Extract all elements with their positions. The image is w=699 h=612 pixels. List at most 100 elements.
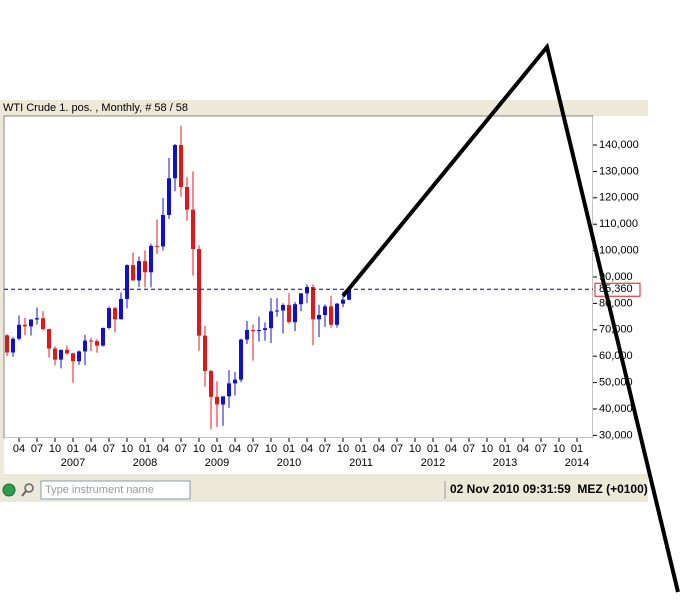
x-year-label: 2011 [349, 457, 373, 469]
candle-body [5, 335, 9, 353]
x-tick-label: 07 [247, 443, 259, 455]
candle-body [257, 330, 261, 332]
candle-body [185, 186, 189, 210]
x-tick-label: 04 [373, 443, 385, 455]
x-tick-label: 10 [265, 443, 277, 455]
y-tick-label: 110,000 [599, 218, 638, 230]
candle-body [101, 327, 105, 346]
candle-body [269, 311, 273, 329]
candle-body [347, 289, 351, 300]
x-tick-label: 04 [301, 443, 313, 455]
candle-body [335, 303, 339, 325]
x-tick-label: 10 [337, 443, 349, 455]
candle-body [83, 340, 87, 352]
candle-body [263, 328, 267, 331]
x-tick-label: 07 [175, 443, 187, 455]
x-tick-label: 01 [427, 443, 439, 455]
candle-body [119, 298, 123, 320]
x-tick-label: 07 [31, 443, 43, 455]
y-tick-label: 140,000 [599, 139, 639, 151]
x-tick-label: 04 [157, 443, 169, 455]
candle-body [41, 318, 45, 329]
x-tick-label: 07 [391, 443, 403, 455]
candle-body [281, 304, 285, 311]
y-tick-label: 60,000 [599, 350, 633, 362]
candle-body [137, 261, 141, 281]
x-tick-label: 10 [409, 443, 421, 455]
candle-body [215, 396, 219, 405]
y-tick-label: 100,000 [599, 245, 639, 257]
x-tick-label: 10 [49, 443, 61, 455]
y-tick-label: 50,000 [599, 376, 633, 388]
x-tick-label: 01 [67, 443, 79, 455]
x-year-label: 2012 [421, 457, 445, 469]
candle-body [167, 178, 171, 215]
candle-body [293, 304, 297, 323]
input-placeholder: Type instrument name [45, 484, 154, 496]
x-tick-label: 04 [229, 443, 241, 455]
search-icon-handle [21, 490, 27, 497]
candle-body [107, 308, 111, 328]
x-tick-label: 04 [85, 443, 97, 455]
candle-body [149, 245, 153, 273]
candle-body [299, 293, 303, 305]
connect-button[interactable] [2, 483, 16, 497]
y-tick-label: 130,000 [599, 165, 639, 177]
candle-body [143, 261, 147, 273]
x-tick-label: 01 [571, 443, 583, 455]
candle-body [179, 145, 183, 187]
search-icon[interactable] [24, 483, 34, 493]
candle-body [95, 341, 99, 346]
x-year-label: 2007 [61, 457, 85, 469]
x-tick-label: 04 [517, 443, 529, 455]
candle-body [47, 328, 51, 349]
candle-body [275, 310, 279, 312]
instrument-input[interactable] [40, 480, 191, 500]
candle-body [221, 396, 225, 405]
x-tick-label: 04 [13, 443, 25, 455]
x-tick-label: 10 [481, 443, 493, 455]
candle-body [191, 209, 195, 250]
candle-body [311, 287, 315, 320]
candle-body [245, 330, 249, 340]
candle-body [65, 349, 69, 354]
x-tick-label: 10 [121, 443, 133, 455]
drawn-annotation [341, 42, 680, 593]
x-tick-label: 01 [499, 443, 511, 455]
x-tick-label: 07 [319, 443, 331, 455]
x-year-label: 2014 [565, 457, 589, 469]
x-tick-label: 07 [103, 443, 115, 455]
candle-body [239, 339, 243, 380]
x-tick-label: 10 [553, 443, 565, 455]
x-tick-label: 01 [355, 443, 367, 455]
x-axis-area [4, 438, 648, 474]
x-tick-label: 07 [463, 443, 475, 455]
candle-body [131, 265, 135, 281]
candle-body [161, 214, 165, 247]
y-tick-label: 80,000 [599, 297, 633, 309]
candle-body [35, 318, 39, 320]
candle-body [53, 348, 57, 360]
candle-body [23, 324, 27, 327]
x-tick-label: 01 [283, 443, 295, 455]
candle-body [125, 265, 129, 299]
candle-body [11, 338, 15, 353]
candle-body [227, 383, 231, 397]
candle-body [203, 335, 207, 371]
candle-body [173, 145, 177, 179]
candle-body [89, 340, 93, 342]
candle-body [251, 330, 255, 332]
title-bar [0, 100, 648, 116]
y-tick-label: 40,000 [599, 403, 633, 415]
x-tick-label: 10 [193, 443, 205, 455]
candle-body [233, 379, 237, 384]
candle-body [71, 353, 75, 362]
x-tick-label: 04 [445, 443, 457, 455]
chart-title: WTI Crude 1. pos. , Monthly, # 58 / 58 [3, 102, 188, 114]
candle-body [17, 324, 21, 339]
candle-body [323, 306, 327, 316]
x-year-label: 2008 [133, 457, 157, 469]
candle-body [59, 349, 63, 360]
candle-body [305, 287, 309, 294]
